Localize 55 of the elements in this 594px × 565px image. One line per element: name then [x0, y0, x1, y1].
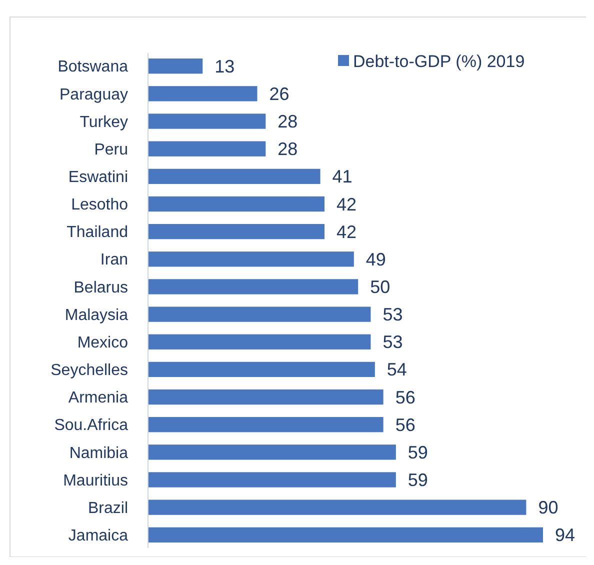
y-tick-label: Paraguay	[60, 86, 128, 104]
y-tick-label: Lesotho	[71, 196, 128, 214]
y-tick-label: Namibia	[69, 444, 128, 462]
y-tick-label: Mexico	[77, 334, 128, 352]
legend-label: Debt-to-GDP (%) 2019	[353, 52, 525, 71]
bar	[148, 86, 258, 102]
data-label: 26	[269, 84, 290, 104]
data-label: 90	[538, 498, 558, 518]
bar	[148, 196, 324, 212]
y-tick-label: Iran	[100, 252, 128, 269]
data-label: 53	[382, 304, 403, 325]
y-tick-label: Eswatini	[68, 169, 128, 186]
y-tick-label: Botswana	[58, 58, 128, 76]
bar	[148, 306, 371, 322]
data-label: 59	[408, 470, 428, 490]
y-tick-label: Peru	[94, 141, 128, 158]
data-label: 42	[336, 194, 357, 214]
bar	[148, 168, 320, 184]
data-label: 56	[395, 387, 416, 408]
data-label: 13	[214, 56, 235, 76]
y-tick-label: Thailand	[66, 224, 128, 242]
data-label: 56	[395, 414, 416, 435]
y-tick-label: Armenia	[68, 390, 128, 407]
bar	[148, 279, 358, 294]
bar	[148, 527, 543, 542]
bar	[148, 58, 203, 74]
bar	[148, 444, 396, 460]
bar	[148, 141, 266, 156]
y-tick-label: Turkey	[80, 114, 128, 131]
y-tick-label: Seychelles	[50, 362, 128, 380]
data-label: 50	[370, 277, 390, 298]
bar	[148, 252, 354, 267]
data-label: 94	[555, 525, 576, 546]
data-label: 49	[366, 249, 386, 270]
bar	[148, 114, 266, 129]
bar	[148, 362, 375, 378]
bar	[148, 389, 384, 405]
y-tick-label: Jamaica	[68, 528, 128, 544]
data-label: 59	[408, 442, 428, 462]
y-tick-label: Sou.Africa	[54, 417, 128, 434]
bar	[148, 500, 526, 515]
data-label: 42	[336, 222, 357, 242]
data-label: 53	[382, 332, 403, 352]
data-label: 41	[332, 166, 352, 187]
bar	[148, 472, 396, 488]
bar	[148, 417, 384, 432]
bar	[148, 334, 371, 350]
data-label: 28	[278, 139, 298, 160]
data-label: 54	[386, 360, 407, 380]
y-tick-label: Malaysia	[64, 306, 128, 324]
data-label: 28	[278, 112, 298, 132]
y-tick-label: Belarus	[74, 279, 128, 296]
y-tick-label: Brazil	[88, 500, 128, 517]
bar	[148, 224, 324, 240]
y-tick-label: Mauritius	[63, 472, 128, 490]
